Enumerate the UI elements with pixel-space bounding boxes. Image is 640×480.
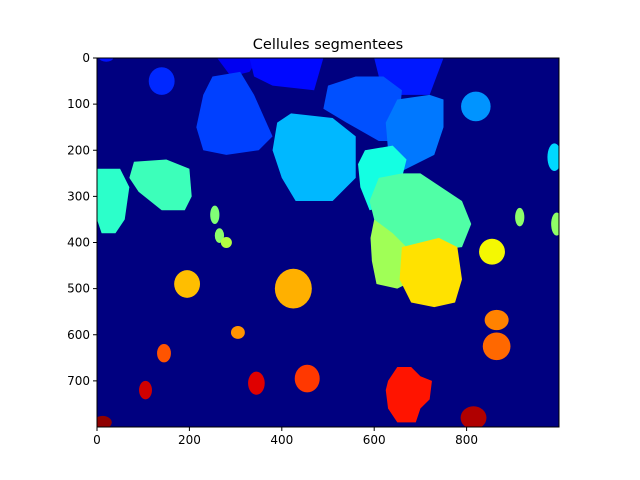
cell-region-6 <box>323 76 402 142</box>
cell-region-31 <box>248 371 265 395</box>
cell-region-24 <box>274 268 312 309</box>
segmented-cells <box>97 58 559 427</box>
cell-region-1 <box>148 67 175 95</box>
x-axis: 0 200 400 600 800 <box>93 427 478 447</box>
y-tick-label: 500 <box>67 282 90 296</box>
y-axis: 0 100 200 300 400 500 600 700 <box>67 51 97 388</box>
cell-region-34 <box>97 415 112 427</box>
cell-region-15 <box>210 205 220 225</box>
cell-region-9 <box>272 113 356 201</box>
y-tick-label: 400 <box>67 236 90 250</box>
cell-region-27 <box>482 332 511 361</box>
x-tick-label: 200 <box>178 433 201 447</box>
cell-region-0 <box>99 58 114 62</box>
cell-region-13 <box>129 159 192 211</box>
x-tick-label: 800 <box>455 433 478 447</box>
cell-region-12 <box>97 168 130 234</box>
chart-title: Cellules segmentees <box>253 37 403 53</box>
y-tick-label: 700 <box>67 374 90 388</box>
cell-region-10 <box>547 143 559 172</box>
x-tick-label: 400 <box>270 433 293 447</box>
cell-region-18 <box>515 207 525 227</box>
cell-region-28 <box>157 343 171 363</box>
x-tick-label: 600 <box>363 433 386 447</box>
cell-region-8 <box>461 91 491 122</box>
y-tick-label: 600 <box>67 328 90 342</box>
y-tick-label: 100 <box>67 97 90 111</box>
cell-region-14 <box>369 173 472 252</box>
y-tick-label: 0 <box>82 51 90 65</box>
cell-region-21 <box>399 237 462 308</box>
cell-region-22 <box>479 238 505 265</box>
x-tick-label: 0 <box>93 433 101 447</box>
y-tick-label: 300 <box>67 189 90 203</box>
cell-region-17 <box>220 236 232 249</box>
cell-region-23 <box>174 270 201 298</box>
cell-region-5 <box>196 71 273 155</box>
cell-region-30 <box>385 367 432 423</box>
y-tick-label: 200 <box>67 143 90 157</box>
cell-region-19 <box>551 212 559 236</box>
cell-region-16 <box>214 228 225 243</box>
cell-region-26 <box>484 309 509 331</box>
cell-region-32 <box>139 380 152 400</box>
cell-region-25 <box>230 325 245 339</box>
cell-region-3 <box>249 58 324 91</box>
plot-area <box>96 57 560 428</box>
cell-region-29 <box>294 364 320 393</box>
cell-region-2 <box>217 58 259 77</box>
cell-region-33 <box>460 406 487 427</box>
